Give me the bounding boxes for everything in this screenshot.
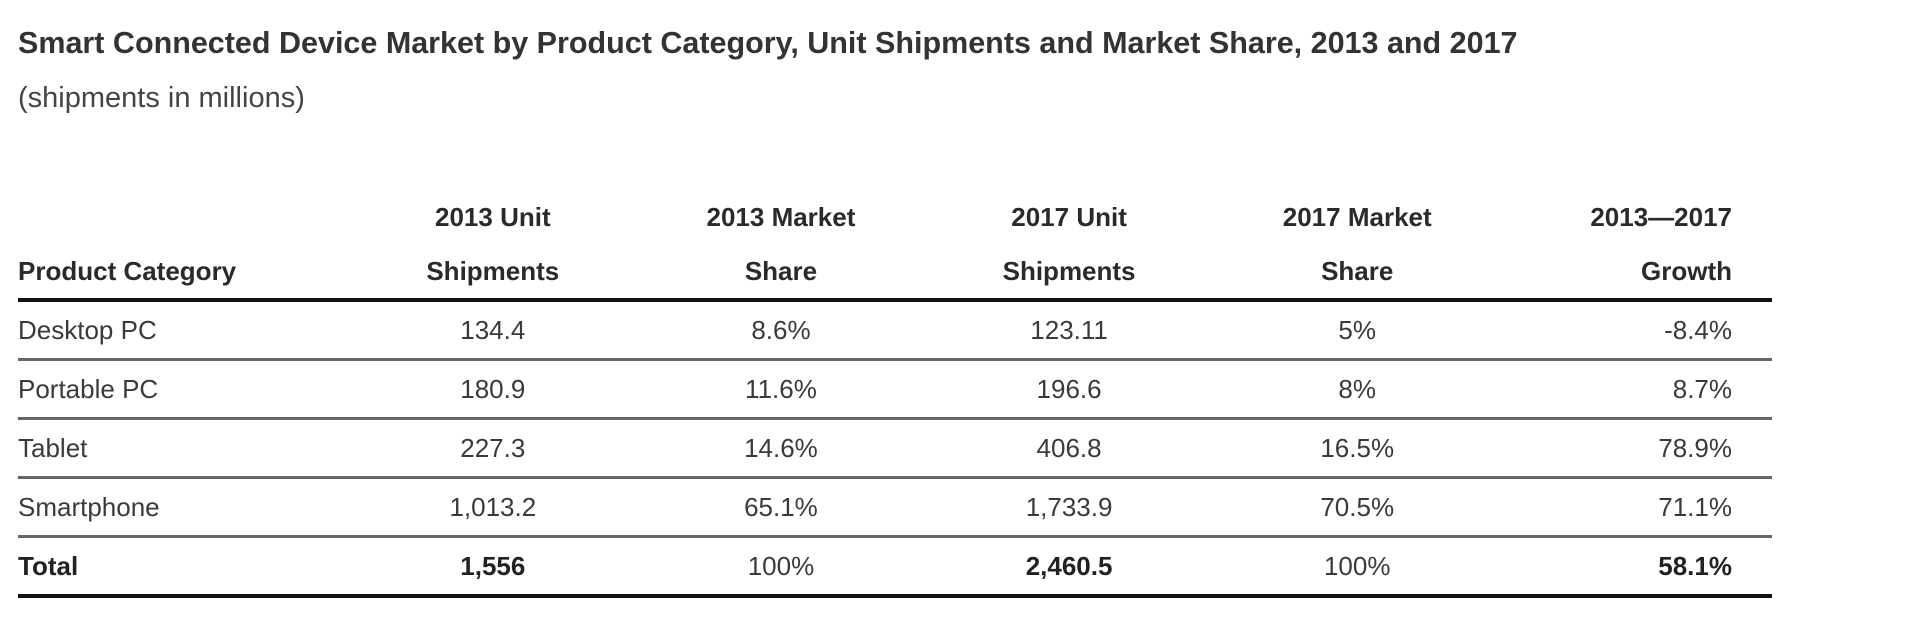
cell-total-2013-units: 1,556 <box>460 550 526 581</box>
cell-category: Smartphone <box>18 491 160 522</box>
cell-total-2017-units: 2,460.5 <box>1025 550 1113 581</box>
cell-2017-units: 406.8 <box>1036 432 1102 463</box>
header-line1: 2013 Market <box>706 202 856 232</box>
cell-category: Tablet <box>18 432 88 463</box>
header-line2: Shipments <box>1002 256 1136 286</box>
cell-total-growth: 58.1% <box>1658 550 1732 581</box>
cell-growth: 78.9% <box>1658 432 1732 463</box>
cell-2013-units: 134.4 <box>460 314 526 345</box>
header-2017-unit-shipments: 2017 Unit Shipments <box>888 190 1249 300</box>
header-line2: Growth <box>1641 256 1732 286</box>
cell-category: Portable PC <box>18 373 159 404</box>
cell-2013-units: 227.3 <box>460 432 526 463</box>
header-line2: Share <box>1321 256 1394 286</box>
header-line1: 2013—2017 <box>1590 202 1732 232</box>
cell-total-2017-share: 100% <box>1323 550 1391 581</box>
cell-2013-units: 1,013.2 <box>449 491 537 522</box>
cell-total-2013-share: 100% <box>747 550 815 581</box>
market-table: Product Category 2013 Unit Shipments 2013… <box>18 190 1772 598</box>
cell-2013-units: 180.9 <box>460 373 526 404</box>
header-line1: 2013 Unit <box>435 202 551 232</box>
header-line1: 2017 Unit <box>1011 202 1127 232</box>
page-title: Smart Connected Device Market by Product… <box>18 26 1518 60</box>
header-2013-unit-shipments: 2013 Unit Shipments <box>312 190 673 300</box>
header-line1: 2017 Market <box>1282 202 1432 232</box>
cell-2017-share: 16.5% <box>1320 432 1395 463</box>
header-row: Product Category 2013 Unit Shipments 2013… <box>18 190 1772 300</box>
cell-growth: -8.4% <box>1664 314 1732 345</box>
header-2017-market-share: 2017 Market Share <box>1250 190 1465 300</box>
cell-2013-share: 8.6% <box>751 314 811 345</box>
cell-2017-units: 123.11 <box>1030 314 1108 345</box>
cell-2013-share: 11.6% <box>745 373 817 404</box>
header-line2: Share <box>744 256 818 286</box>
cell-2017-share: 70.5% <box>1320 491 1395 522</box>
cell-category: Desktop PC <box>18 314 157 345</box>
header-line2: Product Category <box>18 256 237 286</box>
header-2013-market-share: 2013 Market Share <box>673 190 888 300</box>
cell-2013-share: 65.1% <box>744 491 818 522</box>
cell-2017-units: 1,733.9 <box>1025 491 1113 522</box>
header-growth: 2013—2017 Growth <box>1465 190 1772 300</box>
total-row: Total 1,556 100% 2,460.5 100% 58.1% <box>18 537 1772 596</box>
table-row: Tablet 227.3 14.6% 406.8 16.5% 78.9% <box>18 419 1772 478</box>
cell-2017-share: 8% <box>1338 373 1376 404</box>
cell-2013-share: 14.6% <box>744 432 818 463</box>
page-subtitle: (shipments in millions) <box>18 82 305 114</box>
table-row: Portable PC 180.9 11.6% 196.6 8% 8.7% <box>18 360 1772 419</box>
table-row: Smartphone 1,013.2 65.1% 1,733.9 70.5% 7… <box>18 478 1772 537</box>
cell-2017-units: 196.6 <box>1036 373 1102 404</box>
cell-total-label: Total <box>18 550 79 581</box>
cell-2017-share: 5% <box>1338 314 1376 345</box>
header-product-category: Product Category <box>18 190 312 300</box>
table-row: Desktop PC 134.4 8.6% 123.11 5% -8.4% <box>18 300 1772 360</box>
cell-growth: 71.1% <box>1658 491 1732 522</box>
cell-growth: 8.7% <box>1672 373 1732 404</box>
header-line2: Shipments <box>426 256 560 286</box>
